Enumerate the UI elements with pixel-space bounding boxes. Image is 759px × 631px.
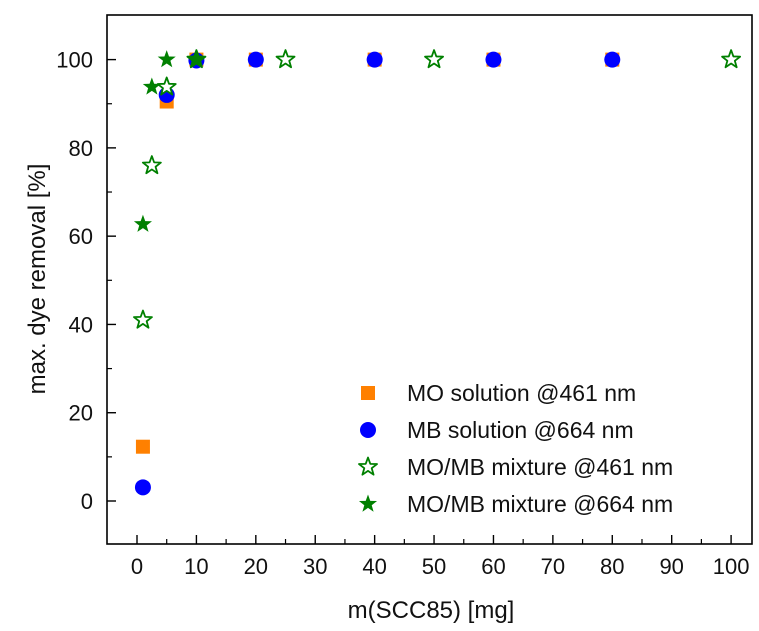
data-point (424, 49, 444, 69)
data-point (156, 76, 177, 96)
plot-frame (106, 14, 753, 545)
data-point (142, 77, 161, 95)
data-point (247, 51, 264, 68)
data-point (134, 479, 151, 496)
data-point (187, 50, 206, 68)
x-tick-label: 80 (600, 554, 624, 579)
y-tick-label: 0 (81, 489, 93, 514)
legend-marker (358, 494, 378, 512)
x-axis: 0 10 20 30 40 50 60 70 80 90 100 (131, 535, 750, 579)
y-tick-label: 60 (69, 224, 93, 249)
legend-label: MO/MB mixture @461 nm (407, 454, 673, 480)
x-tick-label: 70 (541, 554, 565, 579)
data-point (135, 439, 150, 454)
x-tick-label: 60 (481, 554, 505, 579)
x-tick-label: 0 (131, 554, 143, 579)
data-point (275, 49, 296, 69)
series-3 (133, 49, 742, 329)
data-point (133, 309, 153, 329)
y-tick-label: 20 (69, 401, 93, 426)
legend: MO solution @461 nm MB solution @664 nm MO… (358, 380, 673, 517)
data-point (133, 214, 152, 232)
data-point (485, 51, 502, 68)
x-tick-label: 50 (422, 554, 446, 579)
data-point (721, 49, 742, 69)
x-axis-title: m(SCC85) [mg] (348, 597, 515, 624)
x-tick-label: 100 (713, 554, 750, 579)
x-tick-label: 10 (184, 554, 208, 579)
x-tick-label: 30 (303, 554, 327, 579)
x-tick-label: 90 (659, 554, 683, 579)
y-tick-label: 80 (69, 136, 93, 161)
y-axis: 0 20 40 60 80 100 (56, 48, 116, 514)
legend-label: MO/MB mixture @664 nm (407, 491, 673, 517)
data-point (604, 51, 621, 68)
x-tick-label: 20 (244, 554, 268, 579)
data-point (366, 51, 383, 68)
data-points (133, 49, 742, 496)
y-axis-title: max. dye removal [%] (24, 164, 51, 395)
legend-label: MO solution @461 nm (407, 380, 636, 406)
data-point (157, 50, 176, 68)
data-point (141, 155, 162, 175)
series-4 (133, 50, 206, 232)
x-tick-label: 40 (362, 554, 386, 579)
legend-label: MB solution @664 nm (407, 417, 634, 443)
legend-marker (358, 456, 378, 476)
legend-marker (360, 422, 376, 438)
y-tick-label: 100 (56, 48, 93, 73)
legend-marker (361, 386, 375, 400)
y-tick-label: 40 (69, 312, 93, 337)
